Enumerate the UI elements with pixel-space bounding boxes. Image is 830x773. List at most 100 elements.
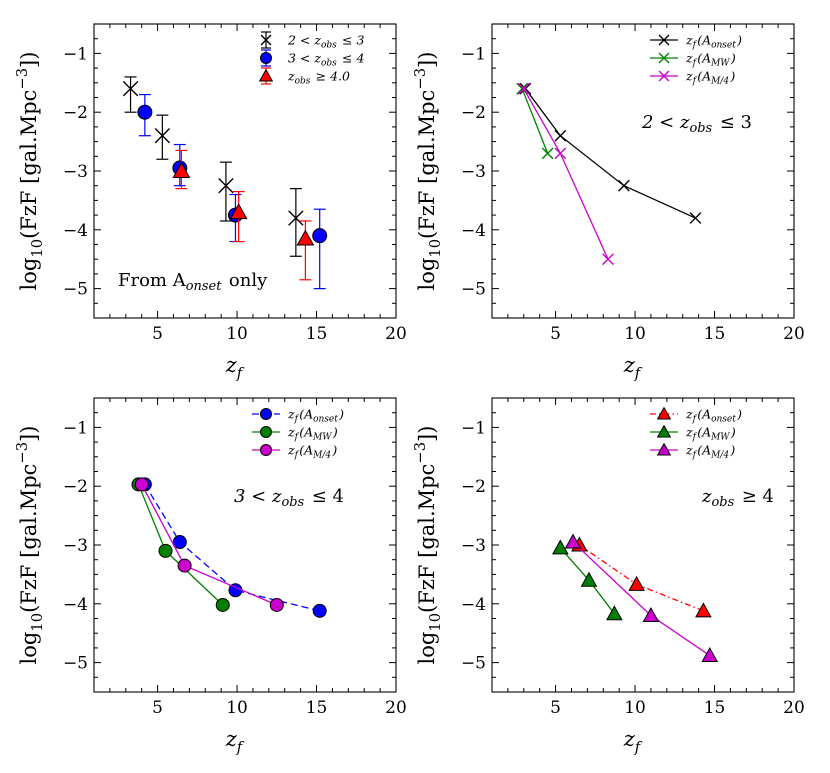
data-point <box>701 647 719 663</box>
data-point <box>154 128 171 144</box>
data-point <box>229 203 248 220</box>
y-axis-label: log10(FzF [gal.Mpc−3]) <box>14 426 46 665</box>
series-2 <box>517 82 614 266</box>
data-point <box>288 210 304 226</box>
plot-frame <box>491 397 795 693</box>
x-axis-label: zf <box>225 727 245 756</box>
y-tick-label: −4 <box>63 595 88 615</box>
data-point <box>580 571 598 587</box>
x-tick-label: 15 <box>704 324 726 344</box>
panel-bottom-left: 5 10 15 20 −5 −4 −3 −2 −1 zf log10(FzF [gal.Mpc−3… <box>14 397 407 756</box>
y-axis-label: log10(FzF [gal.Mpc−3]) <box>14 52 46 291</box>
data-point <box>172 535 187 550</box>
series-line <box>144 484 320 612</box>
panel-top-left: 5 10 15 20 −5 −4 −3 −2 −1 zf log10(FzF [gal.Mpc−3… <box>14 23 407 382</box>
plot-frame <box>93 397 397 693</box>
data-point <box>218 178 234 194</box>
x-tick-label: 15 <box>704 698 726 718</box>
data-point <box>172 161 191 178</box>
x-tick-label: 20 <box>385 324 407 344</box>
series-1 <box>552 539 623 621</box>
legend-label: zf (AM/4 ) <box>685 443 735 461</box>
y-tick-label: −5 <box>461 654 486 674</box>
series-line <box>521 88 549 154</box>
panel-annotation: 2 < zobs ≤ 3 <box>641 112 752 136</box>
y-axis-label: log10(FzF [gal.Mpc−3]) <box>412 426 444 665</box>
x-tick-label: 10 <box>226 698 248 718</box>
panel-annotation: From Aonset only <box>118 270 268 294</box>
y-tick-label: −4 <box>461 221 486 241</box>
legend-label: zf (Aonset ) <box>287 407 344 425</box>
data-point <box>602 253 614 266</box>
x-axis-label: zf <box>623 727 643 756</box>
y-axis-label: log10(FzF [gal.Mpc−3]) <box>412 52 444 291</box>
y-tick-label: −3 <box>63 162 88 182</box>
panel-annotation: 3 < zobs ≤ 4 <box>234 486 344 510</box>
y-tick-label: −1 <box>461 418 486 438</box>
series-2 <box>134 477 284 612</box>
x-tick-label: 10 <box>624 698 646 718</box>
y-tick-label: −5 <box>63 280 88 300</box>
data-point <box>552 539 569 555</box>
legend-marker <box>260 426 272 438</box>
x-tick-label: 15 <box>306 698 328 718</box>
y-tick-label: −3 <box>461 536 486 556</box>
panel-top-right: 5 10 15 20 −5 −4 −3 −2 −1 zf log10(FzF [gal.Mpc−3… <box>412 23 805 382</box>
data-point <box>269 597 284 612</box>
y-tick-label: −4 <box>63 221 88 241</box>
data-point <box>134 477 149 492</box>
y-tick-label: −1 <box>461 44 486 64</box>
data-point <box>564 533 582 549</box>
y-tick-label: −4 <box>461 595 486 615</box>
legend-label: zf (Aonset ) <box>685 33 742 51</box>
legend-label: zf (AMW ) <box>685 425 736 443</box>
y-tick-label: −1 <box>63 44 88 64</box>
y-tick-label: −2 <box>461 103 486 123</box>
panel-annotation: zobs ≥ 4 <box>701 486 774 510</box>
data-point <box>695 602 712 618</box>
plot-frame <box>491 23 795 319</box>
data-point <box>519 82 532 95</box>
series-line <box>579 544 704 612</box>
legend: zf (Aonset )zf (AMW )zf (AM/4 ) <box>650 33 742 87</box>
data-point <box>312 603 327 618</box>
legend-label: zf (AM/4 ) <box>287 443 337 461</box>
legend-label: zf (AM/4 ) <box>685 69 735 87</box>
x-tick-label: 15 <box>306 324 328 344</box>
x-tick-label: 20 <box>385 698 407 718</box>
legend-marker <box>258 68 274 82</box>
series-line <box>523 88 609 260</box>
x-tick-label: 5 <box>152 324 163 344</box>
data-point <box>137 104 153 120</box>
data-point <box>177 558 192 573</box>
data-point <box>517 82 530 95</box>
data-point <box>122 80 139 97</box>
y-tick-label: −2 <box>63 103 88 123</box>
legend-marker <box>656 406 672 420</box>
legend-marker <box>658 34 670 46</box>
legend-marker <box>656 442 672 456</box>
legend-label: zf (Aonset ) <box>685 407 742 425</box>
x-tick-label: 5 <box>550 698 561 718</box>
x-axis-label: zf <box>225 353 245 382</box>
x-tick-label: 20 <box>783 698 805 718</box>
panel-bottom-right: 5 10 15 20 −5 −4 −3 −2 −1 zf log10(FzF [gal.Mpc−3… <box>412 397 805 756</box>
series-0 <box>122 76 304 257</box>
series-0 <box>519 82 702 224</box>
legend-marker <box>260 408 272 420</box>
legend-label: 3 < zobs ≤ 4 <box>288 51 364 69</box>
x-tick-label: 10 <box>624 324 646 344</box>
y-tick-label: −2 <box>63 477 88 497</box>
y-tick-label: −5 <box>461 280 486 300</box>
series-2 <box>172 149 315 281</box>
data-point <box>628 575 645 591</box>
legend-marker <box>658 52 670 64</box>
series-0 <box>571 536 712 618</box>
y-tick-label: −3 <box>461 162 486 182</box>
legend-label: zobs ≥ 4.0 <box>287 69 350 87</box>
legend-marker <box>260 444 272 456</box>
data-point <box>554 147 567 160</box>
data-point <box>312 228 328 244</box>
